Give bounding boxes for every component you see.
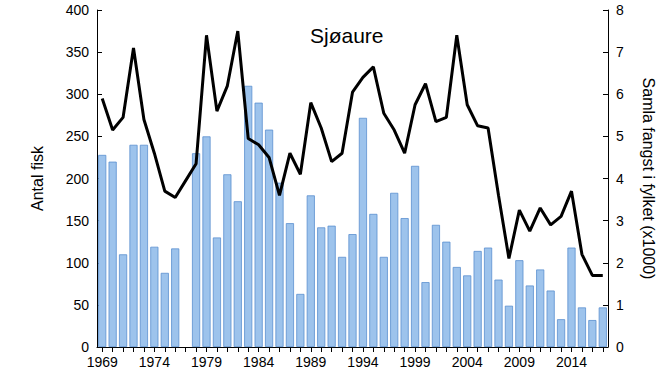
svg-text:250: 250 — [66, 128, 90, 144]
svg-text:200: 200 — [66, 171, 90, 187]
svg-text:0: 0 — [616, 339, 624, 355]
svg-text:1984: 1984 — [243, 354, 274, 370]
svg-text:7: 7 — [616, 44, 624, 60]
svg-text:Samla fangst i fylket (x1000): Samla fangst i fylket (x1000) — [640, 78, 657, 280]
svg-text:50: 50 — [73, 297, 89, 313]
svg-text:100: 100 — [66, 255, 90, 271]
svg-text:2014: 2014 — [556, 354, 587, 370]
svg-text:5: 5 — [616, 128, 624, 144]
svg-text:3: 3 — [616, 213, 624, 229]
svg-text:1969: 1969 — [87, 354, 118, 370]
svg-text:1989: 1989 — [295, 354, 326, 370]
svg-text:2: 2 — [616, 255, 624, 271]
svg-text:1974: 1974 — [139, 354, 170, 370]
svg-text:400: 400 — [66, 2, 90, 18]
svg-text:1979: 1979 — [191, 354, 222, 370]
svg-text:2009: 2009 — [504, 354, 535, 370]
svg-text:1999: 1999 — [399, 354, 430, 370]
svg-text:150: 150 — [66, 213, 90, 229]
svg-text:2004: 2004 — [452, 354, 483, 370]
svg-text:0: 0 — [81, 339, 89, 355]
svg-text:300: 300 — [66, 86, 90, 102]
svg-text:Sjøaure: Sjøaure — [310, 24, 384, 47]
svg-text:Antal fisk: Antal fisk — [29, 145, 46, 211]
svg-text:1: 1 — [616, 297, 624, 313]
svg-text:1994: 1994 — [347, 354, 378, 370]
svg-text:350: 350 — [66, 44, 90, 60]
svg-text:6: 6 — [616, 86, 624, 102]
svg-text:4: 4 — [616, 171, 624, 187]
svg-text:8: 8 — [616, 2, 624, 18]
